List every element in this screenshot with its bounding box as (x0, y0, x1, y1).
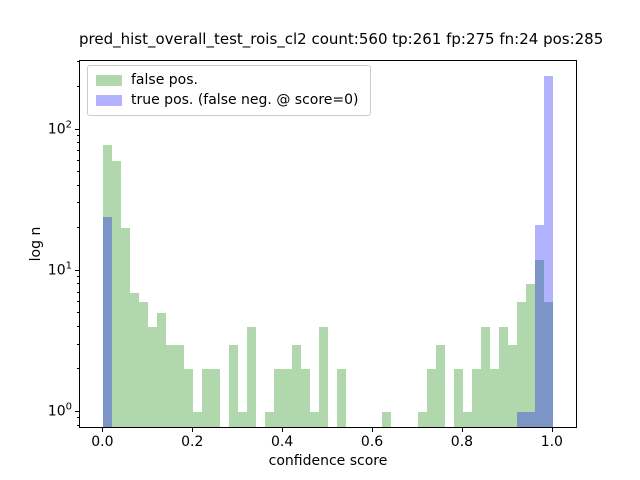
histogram-bar-false-pos (319, 326, 328, 427)
x-tick-label: 0.8 (450, 434, 474, 450)
histogram-bar-false-pos (211, 369, 220, 427)
x-tick-mark (461, 428, 463, 432)
histogram-bar-false-pos (454, 369, 463, 427)
legend-swatch-false-pos-icon (96, 75, 122, 86)
y-minor-tick-mark (77, 291, 79, 293)
histogram-bar-false-pos (193, 412, 202, 427)
histogram-bar-false-pos (301, 369, 310, 427)
y-minor-tick-mark (77, 227, 79, 229)
histogram-bar-false-pos (247, 326, 256, 427)
legend-label-false-pos: false pos. (131, 72, 198, 88)
histogram-bar-false-pos (103, 144, 112, 427)
histogram-bar-false-pos (508, 344, 517, 427)
histogram-bar-false-pos (229, 344, 238, 427)
histogram-bar-false-pos (490, 369, 499, 427)
histogram-bar-false-pos (157, 313, 166, 427)
y-tick-label: 102 (47, 119, 72, 137)
y-minor-tick-mark (77, 171, 79, 173)
y-minor-tick-mark (77, 301, 79, 303)
histogram-bar-false-pos (436, 344, 445, 427)
y-tick-mark (75, 128, 79, 130)
histogram-bar-false-pos (175, 344, 184, 427)
histogram-bar-false-pos (184, 369, 193, 427)
y-tick-label: 100 (47, 401, 72, 420)
x-tick-label: 0.6 (360, 434, 384, 450)
y-minor-tick-mark (77, 312, 79, 314)
y-minor-tick-mark (77, 61, 79, 63)
x-axis-label: confidence score (268, 453, 388, 469)
y-minor-tick-mark (77, 343, 79, 345)
legend: false pos. true pos. (false neg. @ score… (87, 65, 371, 116)
y-minor-tick-mark (77, 276, 79, 278)
histogram-bar-true-pos (535, 225, 544, 427)
x-tick-mark (372, 428, 374, 432)
y-minor-tick-mark (77, 202, 79, 204)
histogram-bar-false-pos (130, 292, 139, 427)
histogram-bar-false-pos (337, 369, 346, 427)
y-tick-mark (75, 269, 79, 271)
y-minor-tick-mark (77, 86, 79, 88)
legend-swatch-true-pos-icon (96, 95, 122, 106)
y-minor-tick-mark (77, 135, 79, 137)
x-tick-mark (192, 428, 194, 432)
y-tick-mark (75, 411, 79, 412)
histogram-bar-false-pos (121, 228, 130, 427)
plot-area: false pos. true pos. (false neg. @ score… (79, 60, 577, 428)
y-minor-tick-mark (77, 150, 79, 152)
histogram-bar-false-pos (310, 412, 319, 427)
y-minor-tick-mark (77, 184, 79, 186)
histogram-bar-false-pos (472, 369, 481, 427)
legend-label-true-pos: true pos. (false neg. @ score=0) (131, 92, 359, 108)
y-axis-label: log n (28, 226, 44, 262)
histogram-bar-false-pos (112, 160, 121, 427)
histogram-bar-false-pos (148, 326, 157, 427)
y-minor-tick-mark (77, 159, 79, 161)
y-tick-label: 101 (47, 260, 72, 279)
histogram-bar-true-pos (517, 412, 526, 427)
histogram-bar-false-pos (265, 412, 274, 427)
y-minor-tick-mark (77, 417, 79, 419)
histogram-bar-false-pos (274, 369, 283, 427)
histogram-bar-false-pos (238, 412, 247, 427)
y-minor-tick-mark (77, 368, 79, 370)
histogram-bar-false-pos (427, 369, 436, 427)
histogram-bar-false-pos (202, 369, 211, 427)
y-minor-tick-mark (77, 142, 79, 144)
x-tick-mark (102, 428, 104, 432)
histogram-bar-false-pos (292, 344, 301, 427)
x-tick-mark (282, 428, 284, 432)
histogram-bar-false-pos (517, 302, 526, 427)
legend-entry-true-pos: true pos. (false neg. @ score=0) (96, 93, 359, 108)
histogram-bar-true-pos (103, 217, 112, 427)
histogram-bar-false-pos (283, 369, 292, 427)
histogram-bar-false-pos (139, 302, 148, 427)
legend-entry-false-pos: false pos. (96, 73, 359, 88)
histogram-bar-true-pos (544, 76, 553, 427)
histogram-bar-false-pos (499, 326, 508, 427)
chart-title: pred_hist_overall_test_rois_cl2 count:56… (79, 30, 604, 48)
histogram-bar-false-pos (418, 412, 427, 427)
x-tick-mark (551, 428, 553, 432)
x-tick-label: 0.0 (91, 434, 114, 450)
y-minor-tick-mark (77, 424, 79, 426)
histogram-bar-false-pos (544, 302, 553, 427)
histogram-bar-false-pos (526, 284, 535, 427)
histogram-bar-false-pos (382, 412, 391, 427)
histogram-bar-false-pos (481, 326, 490, 427)
histogram-bar-false-pos (463, 412, 472, 427)
y-minor-tick-mark (77, 325, 79, 327)
histogram-bar-false-pos (535, 259, 544, 427)
histogram-bar-true-pos (526, 412, 535, 427)
y-minor-tick-mark (77, 283, 79, 285)
x-tick-label: 0.2 (181, 434, 204, 450)
x-tick-label: 0.4 (271, 434, 294, 450)
x-tick-label: 1.0 (540, 434, 563, 450)
histogram-bar-false-pos (166, 344, 175, 427)
bars-layer (80, 61, 576, 427)
